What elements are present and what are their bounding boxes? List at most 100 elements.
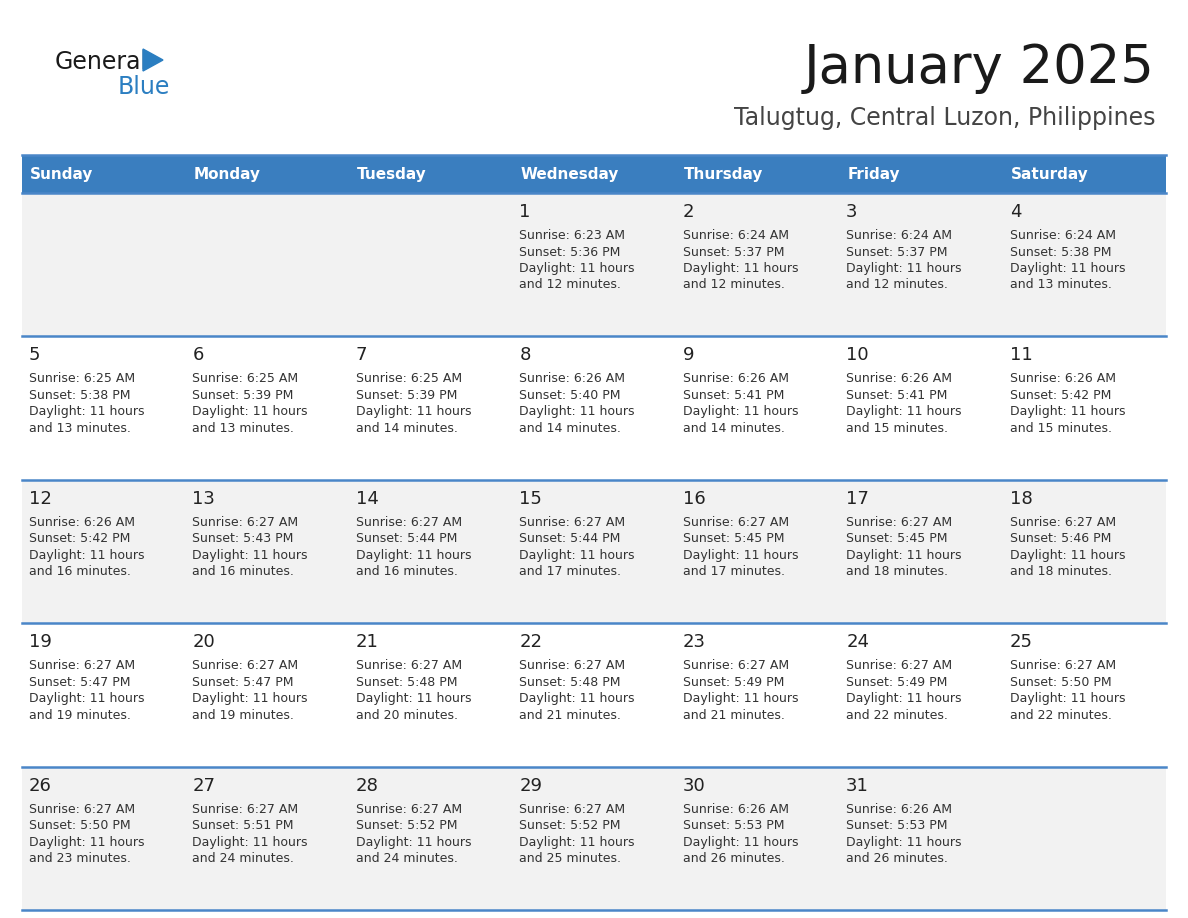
Text: 11: 11 [1010,346,1032,364]
Text: Blue: Blue [118,75,170,99]
Text: 16: 16 [683,490,706,508]
Text: Sunrise: 6:27 AM: Sunrise: 6:27 AM [356,659,462,672]
Text: 2: 2 [683,203,694,221]
Text: 26: 26 [29,777,52,795]
Text: Daylight: 11 hours: Daylight: 11 hours [356,406,472,419]
Text: Daylight: 11 hours: Daylight: 11 hours [683,262,798,275]
Text: 29: 29 [519,777,542,795]
Bar [23,336,1165,480]
Bar [839,155,1003,193]
Text: Daylight: 11 hours: Daylight: 11 hours [846,692,961,705]
Text: Daylight: 11 hours: Daylight: 11 hours [29,549,145,562]
Text: Sunrise: 6:26 AM: Sunrise: 6:26 AM [683,802,789,815]
Text: Sunset: 5:53 PM: Sunset: 5:53 PM [846,819,948,832]
Text: Sunrise: 6:27 AM: Sunrise: 6:27 AM [683,516,789,529]
Text: Saturday: Saturday [1011,166,1088,182]
Text: January 2025: January 2025 [804,42,1155,94]
Text: Sunrise: 6:27 AM: Sunrise: 6:27 AM [192,516,298,529]
Text: Daylight: 11 hours: Daylight: 11 hours [1010,549,1125,562]
Text: Sunrise: 6:27 AM: Sunrise: 6:27 AM [192,802,298,815]
Text: and 13 minutes.: and 13 minutes. [1010,278,1112,292]
Text: Daylight: 11 hours: Daylight: 11 hours [192,549,308,562]
Text: 10: 10 [846,346,868,364]
Text: Sunset: 5:52 PM: Sunset: 5:52 PM [519,819,621,832]
Bar [349,155,512,193]
Text: Daylight: 11 hours: Daylight: 11 hours [683,835,798,848]
Polygon shape [143,49,163,71]
Text: and 18 minutes.: and 18 minutes. [846,565,948,578]
Text: 30: 30 [683,777,706,795]
Text: 17: 17 [846,490,868,508]
Text: Wednesday: Wednesday [520,166,619,182]
Text: 13: 13 [192,490,215,508]
Text: Sunrise: 6:27 AM: Sunrise: 6:27 AM [1010,659,1116,672]
Text: 21: 21 [356,633,379,651]
Text: Daylight: 11 hours: Daylight: 11 hours [683,549,798,562]
Text: Sunrise: 6:27 AM: Sunrise: 6:27 AM [356,516,462,529]
Text: and 22 minutes.: and 22 minutes. [846,709,948,722]
Text: Sunset: 5:45 PM: Sunset: 5:45 PM [683,532,784,545]
Text: Sunrise: 6:27 AM: Sunrise: 6:27 AM [29,659,135,672]
Text: Sunset: 5:40 PM: Sunset: 5:40 PM [519,389,621,402]
Text: Sunset: 5:38 PM: Sunset: 5:38 PM [29,389,131,402]
Text: Daylight: 11 hours: Daylight: 11 hours [519,549,634,562]
Bar [1003,155,1165,193]
Text: and 22 minutes.: and 22 minutes. [1010,709,1112,722]
Bar [512,155,676,193]
Text: Daylight: 11 hours: Daylight: 11 hours [356,549,472,562]
Text: 5: 5 [29,346,40,364]
Text: Daylight: 11 hours: Daylight: 11 hours [356,692,472,705]
Text: Sunrise: 6:24 AM: Sunrise: 6:24 AM [1010,229,1116,242]
Text: Sunrise: 6:26 AM: Sunrise: 6:26 AM [519,373,625,386]
Text: 19: 19 [29,633,52,651]
Bar [23,623,1165,767]
Text: Tuesday: Tuesday [356,166,426,182]
Text: Sunrise: 6:27 AM: Sunrise: 6:27 AM [519,659,625,672]
Text: Sunset: 5:41 PM: Sunset: 5:41 PM [683,389,784,402]
Text: Sunset: 5:44 PM: Sunset: 5:44 PM [356,532,457,545]
Text: Daylight: 11 hours: Daylight: 11 hours [192,835,308,848]
Text: 15: 15 [519,490,542,508]
Text: Sunrise: 6:27 AM: Sunrise: 6:27 AM [519,516,625,529]
Text: 20: 20 [192,633,215,651]
Text: Sunrise: 6:25 AM: Sunrise: 6:25 AM [356,373,462,386]
Text: Daylight: 11 hours: Daylight: 11 hours [1010,262,1125,275]
Text: Sunset: 5:51 PM: Sunset: 5:51 PM [192,819,293,832]
Text: Sunrise: 6:27 AM: Sunrise: 6:27 AM [846,659,953,672]
Text: and 14 minutes.: and 14 minutes. [356,422,457,435]
Text: Sunset: 5:49 PM: Sunset: 5:49 PM [846,676,948,688]
Text: Sunset: 5:36 PM: Sunset: 5:36 PM [519,245,620,259]
Text: Sunset: 5:52 PM: Sunset: 5:52 PM [356,819,457,832]
Text: and 26 minutes.: and 26 minutes. [846,852,948,865]
Text: and 18 minutes.: and 18 minutes. [1010,565,1112,578]
Text: Daylight: 11 hours: Daylight: 11 hours [519,692,634,705]
Text: Sunrise: 6:27 AM: Sunrise: 6:27 AM [192,659,298,672]
Text: Daylight: 11 hours: Daylight: 11 hours [1010,692,1125,705]
Text: 7: 7 [356,346,367,364]
Text: Sunrise: 6:24 AM: Sunrise: 6:24 AM [846,229,952,242]
Text: Daylight: 11 hours: Daylight: 11 hours [846,835,961,848]
Text: Sunrise: 6:25 AM: Sunrise: 6:25 AM [29,373,135,386]
Text: Sunset: 5:47 PM: Sunset: 5:47 PM [29,676,131,688]
Text: Daylight: 11 hours: Daylight: 11 hours [519,835,634,848]
Text: 14: 14 [356,490,379,508]
Text: Daylight: 11 hours: Daylight: 11 hours [846,406,961,419]
Text: Monday: Monday [194,166,260,182]
Text: Sunset: 5:53 PM: Sunset: 5:53 PM [683,819,784,832]
Text: Sunset: 5:42 PM: Sunset: 5:42 PM [1010,389,1111,402]
Text: Sunrise: 6:26 AM: Sunrise: 6:26 AM [1010,373,1116,386]
Text: 23: 23 [683,633,706,651]
Text: 1: 1 [519,203,531,221]
Text: and 16 minutes.: and 16 minutes. [192,565,295,578]
Text: 3: 3 [846,203,858,221]
Text: 25: 25 [1010,633,1032,651]
Text: Sunrise: 6:27 AM: Sunrise: 6:27 AM [519,802,625,815]
Text: Daylight: 11 hours: Daylight: 11 hours [519,406,634,419]
Text: and 12 minutes.: and 12 minutes. [683,278,784,292]
Text: 24: 24 [846,633,870,651]
Text: and 20 minutes.: and 20 minutes. [356,709,457,722]
Text: and 24 minutes.: and 24 minutes. [356,852,457,865]
Text: 31: 31 [846,777,868,795]
Text: Sunrise: 6:25 AM: Sunrise: 6:25 AM [192,373,298,386]
Text: and 26 minutes.: and 26 minutes. [683,852,784,865]
